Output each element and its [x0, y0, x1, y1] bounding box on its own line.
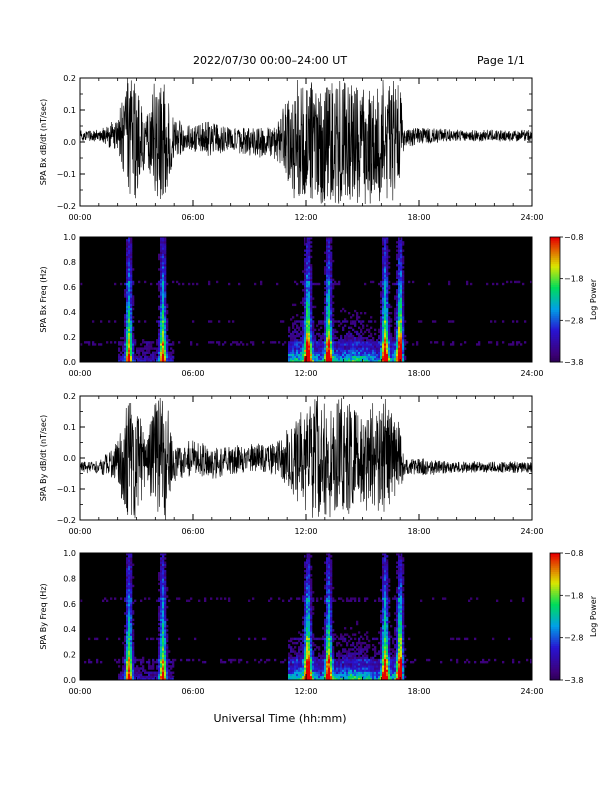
plot-title: 2022/07/30 00:00–24:00 UT: [193, 54, 348, 67]
colorbar-tick-label: −3.8: [564, 676, 583, 685]
colorbar-tick-label: −0.8: [564, 549, 583, 558]
colorbar-tick-label: −0.8: [564, 233, 583, 242]
panel-1: [79, 77, 533, 207]
colorbar: [549, 552, 563, 681]
colorbar: [549, 236, 563, 363]
y-tick-label: −0.1: [57, 170, 76, 179]
x-tick-label: 00:00: [68, 369, 91, 378]
waveform-series: [80, 78, 532, 204]
waveform-series: [80, 396, 532, 520]
y-tick-label: −0.1: [57, 485, 76, 494]
x-tick-label: 24:00: [520, 369, 543, 378]
colorbar-tick-label: −2.8: [564, 316, 583, 325]
x-axis-label: Universal Time (hh:mm): [214, 712, 347, 725]
y-tick-label: −0.2: [57, 516, 76, 525]
y-axis-label: SPA By dB/dt (nT/sec): [39, 415, 48, 502]
spectrogram-cells: [80, 553, 533, 681]
x-tick-label: 18:00: [407, 369, 430, 378]
x-tick-label: 24:00: [520, 213, 543, 222]
y-tick-label: 0.6: [63, 600, 76, 609]
panel-3: [79, 395, 533, 521]
y-axis-label: SPA By Freq (Hz): [39, 583, 48, 649]
x-tick-label: 06:00: [181, 527, 204, 536]
x-tick-label: 12:00: [294, 687, 317, 696]
page-indicator: Page 1/1: [477, 54, 525, 67]
y-tick-label: 0.1: [63, 423, 76, 432]
y-axis-label: SPA Bx dB/dt (nT/sec): [39, 99, 48, 186]
colorbar-tick-label: −1.8: [564, 275, 583, 284]
x-tick-label: 06:00: [181, 369, 204, 378]
x-tick-label: 24:00: [520, 527, 543, 536]
colorbar-tick-label: −3.8: [564, 358, 583, 367]
colorbar-label: Log Power: [589, 595, 598, 637]
y-tick-label: 0.0: [63, 138, 76, 147]
y-tick-label: −0.2: [57, 202, 76, 211]
y-tick-label: 0.8: [63, 574, 76, 583]
y-tick-label: 1.0: [63, 549, 76, 558]
y-tick-label: 0.4: [63, 308, 76, 317]
y-tick-label: 0.2: [63, 651, 76, 660]
x-tick-label: 00:00: [68, 687, 91, 696]
y-tick-label: 1.0: [63, 233, 76, 242]
x-tick-label: 06:00: [181, 687, 204, 696]
y-axis-label: SPA Bx Freq (Hz): [39, 266, 48, 332]
x-tick-label: 00:00: [68, 527, 91, 536]
x-tick-label: 12:00: [294, 213, 317, 222]
panel-2: [79, 236, 563, 363]
colorbar-tick-label: −2.8: [564, 634, 583, 643]
y-tick-label: 0.2: [63, 74, 76, 83]
y-tick-label: 0.0: [63, 676, 76, 685]
x-tick-label: 24:00: [520, 687, 543, 696]
x-tick-label: 12:00: [294, 527, 317, 536]
x-tick-label: 00:00: [68, 213, 91, 222]
y-tick-label: 0.8: [63, 258, 76, 267]
spectrogram-cells: [80, 237, 533, 363]
y-tick-label: 0.1: [63, 106, 76, 115]
x-tick-label: 18:00: [407, 527, 430, 536]
y-tick-label: 0.0: [63, 454, 76, 463]
y-tick-label: 0.4: [63, 625, 76, 634]
y-tick-label: 0.0: [63, 358, 76, 367]
x-tick-label: 06:00: [181, 213, 204, 222]
x-tick-label: 18:00: [407, 687, 430, 696]
colorbar-tick-label: −1.8: [564, 591, 583, 600]
x-tick-label: 18:00: [407, 213, 430, 222]
y-tick-label: 0.2: [63, 333, 76, 342]
x-tick-label: 12:00: [294, 369, 317, 378]
colorbar-label: Log Power: [589, 278, 598, 320]
y-tick-label: 0.6: [63, 283, 76, 292]
panel-4: [79, 552, 563, 681]
y-tick-label: 0.2: [63, 392, 76, 401]
